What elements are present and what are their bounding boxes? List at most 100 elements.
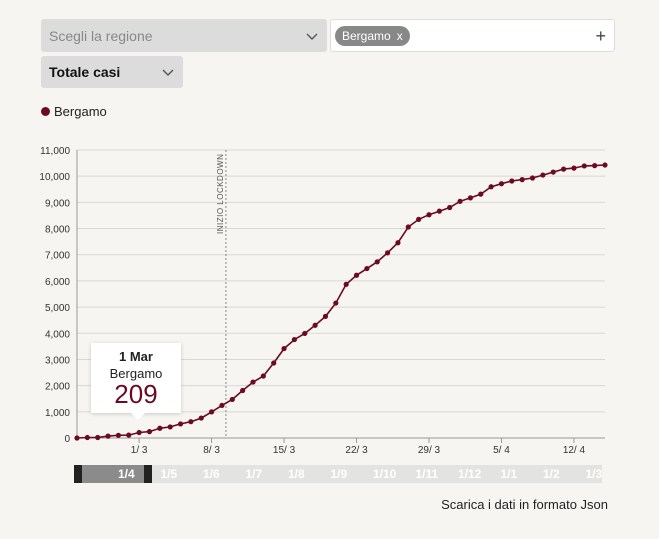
timeline-handle-right[interactable] <box>144 465 152 483</box>
remove-chip-icon[interactable]: x <box>396 28 403 43</box>
metric-select-value: Totale casi <box>49 64 121 80</box>
legend-label: Bergamo <box>54 104 107 119</box>
data-point <box>343 281 349 287</box>
timeline-month-label[interactable]: 1/10 <box>373 467 397 481</box>
data-point <box>395 240 401 246</box>
data-point <box>291 336 298 343</box>
data-point <box>488 184 494 190</box>
timeline-month-label[interactable]: 1/2 <box>543 467 560 481</box>
y-tick-label: 5,000 <box>45 303 70 314</box>
metric-select[interactable]: Totale casi <box>41 56 183 88</box>
data-point <box>74 435 80 441</box>
y-tick-label: 1,000 <box>45 408 70 419</box>
x-tick-label: 8/ 3 <box>203 445 220 456</box>
data-point <box>250 379 256 385</box>
data-point <box>115 432 122 438</box>
data-point <box>592 163 598 169</box>
data-point <box>416 216 422 223</box>
data-point <box>602 162 608 168</box>
data-point <box>540 172 546 178</box>
tooltip-value: 209 <box>114 379 158 409</box>
data-point <box>208 409 215 415</box>
data-point <box>136 429 142 436</box>
download-json-link[interactable]: Scarica i dati in formato Json <box>441 497 608 512</box>
data-point <box>550 169 556 175</box>
timeline-month-label[interactable]: 1/11 <box>415 467 439 481</box>
region-select[interactable]: Scegli la regione <box>41 19 327 52</box>
y-tick-label: 4,000 <box>45 329 70 340</box>
data-point <box>364 265 370 272</box>
data-point <box>157 425 163 431</box>
y-tick-label: 8,000 <box>45 225 70 236</box>
data-point <box>322 313 329 319</box>
data-point <box>436 208 442 214</box>
timeline-selection[interactable] <box>74 465 150 483</box>
data-point <box>281 345 287 352</box>
chart-legend: Bergamo <box>41 104 107 119</box>
timeline-month-label[interactable]: 1/5 <box>160 467 178 481</box>
data-point <box>498 181 505 187</box>
data-point <box>467 195 474 201</box>
data-point <box>198 415 204 421</box>
y-tick-label: 3,000 <box>45 355 70 366</box>
data-point <box>426 212 432 218</box>
y-tick-label: 11,000 <box>40 146 70 157</box>
data-point <box>509 178 515 184</box>
data-point <box>95 434 101 441</box>
data-point <box>229 396 235 403</box>
timeline-month-label[interactable]: 1/6 <box>203 467 220 481</box>
data-point <box>271 360 277 366</box>
data-point <box>374 259 380 265</box>
data-point <box>240 387 246 394</box>
region-chip-bergamo[interactable]: Bergamo x <box>335 25 410 46</box>
legend-marker <box>41 107 50 116</box>
timeline-month-label[interactable]: 1/8 <box>288 467 305 481</box>
data-point <box>581 163 587 169</box>
data-point <box>146 429 153 435</box>
data-tooltip: 1 Mar Bergamo 209 <box>91 343 181 420</box>
series-line-bergamo <box>76 164 606 439</box>
data-point <box>177 421 184 427</box>
data-point <box>384 250 391 256</box>
chevron-down-icon <box>162 69 174 76</box>
data-point <box>405 224 411 230</box>
y-tick-label: 7,000 <box>45 251 70 262</box>
data-point <box>529 175 536 181</box>
data-point <box>167 424 173 430</box>
data-point <box>478 191 484 197</box>
data-point <box>312 322 318 328</box>
selected-regions-box[interactable]: Bergamo x + <box>330 19 615 52</box>
add-region-button[interactable]: + <box>595 25 606 46</box>
region-select-placeholder: Scegli la regione <box>49 27 153 44</box>
data-point <box>447 204 453 211</box>
y-tick-label: 9,000 <box>45 198 70 209</box>
data-point <box>519 177 525 183</box>
data-point <box>260 373 266 379</box>
x-tick-label: 15/ 3 <box>273 445 296 456</box>
timeline-month-label[interactable]: 1/12 <box>458 467 482 481</box>
data-point <box>84 434 90 441</box>
region-chip-label: Bergamo <box>342 28 391 43</box>
timeline-month-label[interactable]: 1/4 <box>118 467 135 481</box>
x-tick-label: 12/ 4 <box>563 445 586 456</box>
data-point <box>353 272 360 278</box>
data-point <box>457 198 463 204</box>
timeline-month-label[interactable]: 1/3 <box>585 467 603 481</box>
chevron-down-icon <box>306 33 318 40</box>
timeline-month-label[interactable]: 1/1 <box>500 467 518 481</box>
timeline-month-label[interactable]: 1/9 <box>330 467 348 481</box>
data-point <box>219 402 225 409</box>
tooltip-series-name: Bergamo <box>109 366 163 381</box>
y-tick-label: 10,000 <box>39 172 70 183</box>
timeline-handle-left[interactable] <box>74 465 82 483</box>
data-point <box>126 432 132 438</box>
timeline-month-label[interactable]: 1/7 <box>245 467 263 481</box>
y-tick-label: 0 <box>64 434 70 445</box>
data-point <box>560 166 567 172</box>
data-point <box>333 300 339 306</box>
tooltip-date: 1 Mar <box>119 349 153 364</box>
timeline-slider[interactable]: 1/4 1/5 1/6 1/7 1/8 1/9 1/10 1/11 1/12 1/1 1/2 1/3 <box>74 465 602 483</box>
x-tick-label: 5/ 4 <box>493 445 510 456</box>
x-tick-label: 29/ 3 <box>418 445 441 456</box>
